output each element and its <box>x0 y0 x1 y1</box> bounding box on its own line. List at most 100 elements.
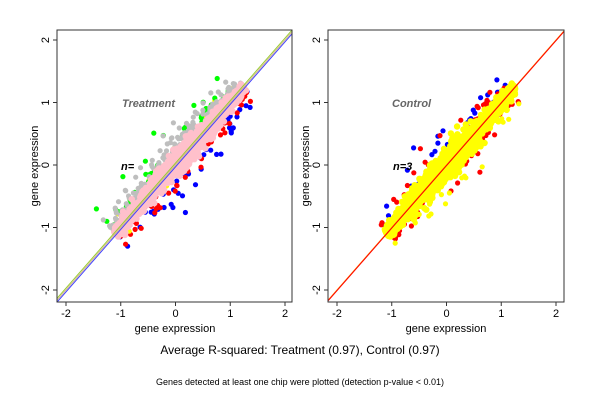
scatter-point-gray <box>167 140 173 146</box>
y-tick-label: 1 <box>40 99 52 105</box>
y-tick-label: 0 <box>40 162 52 168</box>
scatter-point-pink <box>175 165 182 172</box>
scatter-point-red <box>166 190 172 196</box>
scatter-point-red <box>378 222 384 228</box>
detection-footnote: Genes detected at least one chip were pl… <box>156 377 444 387</box>
scatter-point-green <box>120 174 126 180</box>
scatter-point-pink <box>149 196 156 203</box>
scatter-point-yellow-outliers <box>488 121 494 127</box>
scatter-point-pink <box>210 131 217 138</box>
scatter-point-red <box>477 169 483 175</box>
scatter-point-blue <box>228 128 234 134</box>
treatment-title: Treatment <box>122 98 176 110</box>
scatter-point-red <box>411 170 417 176</box>
scatter-point-gray <box>133 174 139 180</box>
x-tick-label: -1 <box>116 308 126 320</box>
scatter-point-gray <box>200 111 206 117</box>
scatter-point-yellow-outliers <box>509 94 515 100</box>
reference-line <box>57 33 292 302</box>
scatter-point-yellow <box>439 160 446 168</box>
scatter-point-gray <box>223 79 229 85</box>
scatter-point-red <box>408 223 414 229</box>
scatter-point-red <box>458 117 464 123</box>
treatment-reference-lines <box>57 30 292 302</box>
scatter-point-red <box>157 205 163 211</box>
scatter-point-blue <box>192 182 199 188</box>
scatter-point-yellow <box>409 185 416 192</box>
scatter-point-green <box>214 75 220 82</box>
scatter-point-yellow-outliers <box>471 138 477 144</box>
y-tick-label: 1 <box>311 99 323 105</box>
scatter-point-green <box>142 158 148 164</box>
scatter-point-pink <box>170 171 178 179</box>
scatter-point-blue <box>384 203 390 209</box>
scatter-point-yellow <box>467 118 474 125</box>
treatment-x-ticks: -2 -1 0 1 2 <box>61 302 288 320</box>
scatter-point-gray <box>107 223 113 229</box>
treatment-y-ticks: -2 -1 0 1 2 <box>40 37 57 295</box>
scatter-point-pink <box>143 185 150 192</box>
y-tick-label: 2 <box>40 37 52 43</box>
x-tick-label: -2 <box>332 308 342 320</box>
x-tick-label: 1 <box>498 308 504 320</box>
scatter-point-gray <box>122 187 128 193</box>
scatter-point-gray <box>208 90 214 96</box>
scatter-point-gray <box>149 162 155 168</box>
scatter-point-yellow-outliers <box>479 164 485 170</box>
scatter-point-red <box>217 132 224 138</box>
control-panel: Control n=3 -2 -1 0 1 2 -2 -1 0 1 2 gene express… <box>300 29 565 335</box>
scatter-point-gray <box>190 114 196 120</box>
scatter-point-yellow-outliers <box>429 184 435 191</box>
scatter-point-yellow <box>400 203 407 210</box>
scatter-point-blue <box>440 128 446 134</box>
x-tick-label: 2 <box>282 308 288 320</box>
scatter-point-gray <box>163 148 170 154</box>
scatter-point-gray <box>226 84 232 90</box>
scatter-point-gray <box>200 107 206 113</box>
y-tick-label: -1 <box>40 223 52 233</box>
scatter-point-red <box>474 103 480 109</box>
scatter-point-blue <box>218 151 224 157</box>
scatter-point-red <box>394 199 400 205</box>
scatter-point-yellow <box>492 115 499 122</box>
scatter-point-gray <box>192 109 198 115</box>
y-tick-label: 2 <box>311 37 323 43</box>
scatter-point-blue <box>214 151 220 157</box>
scatter-point-green <box>191 102 197 108</box>
scatter-point-yellow-outliers <box>416 211 422 217</box>
scatter-point-red <box>123 241 129 247</box>
control-y-axis-label: gene expression <box>300 126 312 207</box>
scatter-point-yellow <box>453 123 461 130</box>
scatter-point-yellow <box>497 108 504 116</box>
scatter-point-yellow <box>462 131 469 139</box>
x-tick-label: 0 <box>443 308 449 320</box>
scatter-point-gray <box>215 89 221 95</box>
scatter-point-yellow-outliers <box>442 201 449 207</box>
scatter-point-gray <box>170 120 176 126</box>
scatter-point-pink <box>126 206 133 213</box>
scatter-point-yellow <box>466 125 473 132</box>
reference-line <box>57 30 292 300</box>
scatter-point-blue <box>170 204 176 211</box>
control-title: Control <box>392 98 432 110</box>
scatter-point-yellow-outliers <box>477 129 483 135</box>
scatter-point-blue <box>478 95 484 101</box>
treatment-y-axis-label: gene expression <box>29 126 41 207</box>
scatter-point-green <box>151 130 157 136</box>
y-tick-label: -2 <box>40 285 52 295</box>
scatter-point-yellow-outliers <box>392 226 398 232</box>
scatter-point-red <box>172 188 178 194</box>
scatter-point-pink <box>169 146 177 154</box>
scatter-point-red <box>152 210 158 216</box>
scatter-point-yellow-outliers <box>387 234 393 240</box>
scatter-point-pink <box>209 111 216 119</box>
scatter-point-yellow-outliers <box>415 203 421 209</box>
scatter-point-pink <box>185 160 193 168</box>
scatter-point-yellow <box>458 150 466 157</box>
control-n-label: n=3 <box>393 161 412 173</box>
scatter-point-yellow <box>471 147 478 154</box>
scatter-point-pink <box>146 180 153 187</box>
x-tick-label: -1 <box>387 308 397 320</box>
scatter-point-blue <box>234 114 240 120</box>
